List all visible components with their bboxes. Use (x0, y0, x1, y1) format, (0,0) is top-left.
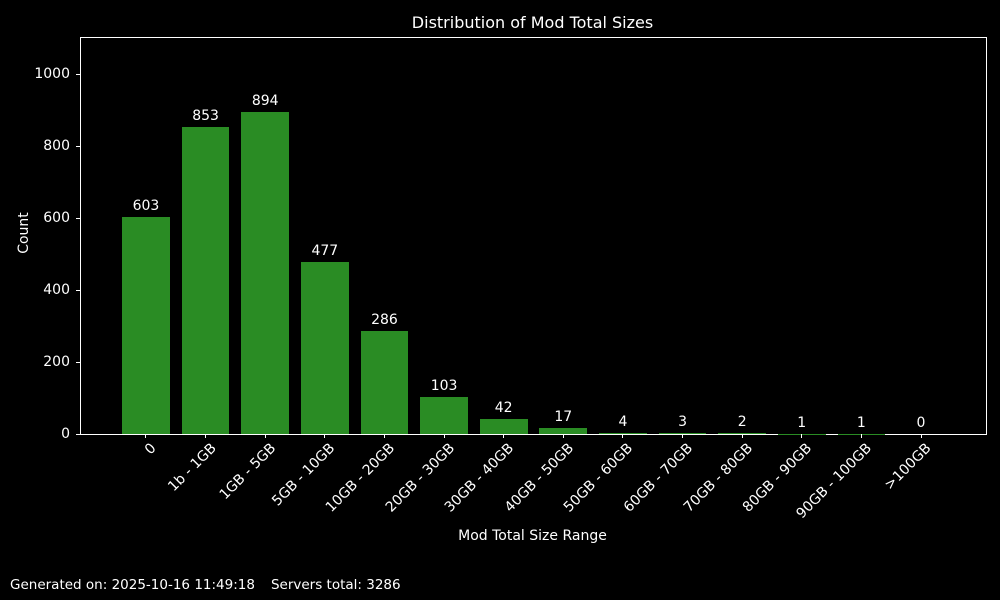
bar-value-label: 603 (132, 197, 160, 214)
x-tick-mark (324, 434, 326, 438)
x-tick-label: 0 (141, 440, 160, 458)
x-tick-mark (562, 434, 564, 438)
x-tick-mark (801, 434, 803, 438)
x-tick-mark (682, 434, 684, 438)
bar-value-label: 2 (737, 414, 747, 431)
bar (360, 331, 409, 434)
bar-value-label: 1 (856, 414, 866, 431)
plot-area: 0 200 400 600 800 1000 603 0 853 1b - 1GB 894 1GB -… (34, 37, 987, 522)
bar (658, 432, 707, 434)
bar-value-label: 894 (251, 93, 279, 110)
bar (241, 112, 290, 434)
bar-value-label: 0 (916, 415, 926, 431)
x-tick-mark (145, 434, 147, 438)
x-tick-label: 1b - 1GB (164, 440, 220, 495)
y-tick-mark (76, 217, 81, 219)
y-tick-mark (76, 361, 81, 363)
bar (300, 262, 349, 434)
bar (181, 126, 230, 434)
y-tick-label: 0 (61, 426, 70, 442)
y-axis-label: Count (16, 212, 32, 254)
bar (420, 396, 468, 434)
bar-value-label: 477 (311, 243, 339, 260)
bar (122, 216, 170, 434)
bar-value-label: 17 (554, 408, 573, 425)
y-tick-mark (76, 145, 81, 147)
bar (539, 427, 588, 434)
y-tick-label: 400 (43, 282, 70, 298)
x-tick-mark (503, 434, 505, 438)
x-tick-mark (741, 434, 743, 438)
servers-total-text: Servers total: 3286 (270, 577, 401, 593)
generated-on-text: Generated on: 2025-10-16 11:49:18 (10, 577, 255, 593)
y-tick-label: 600 (43, 210, 70, 226)
x-tick-mark (920, 434, 922, 438)
bar-value-label: 4 (618, 413, 628, 430)
x-tick-mark (383, 434, 385, 438)
y-tick-mark (76, 289, 81, 291)
bar-value-label: 1 (797, 414, 807, 431)
bar-value-label: 103 (430, 377, 458, 394)
x-tick-mark (205, 434, 207, 438)
y-tick-label: 1000 (34, 66, 70, 82)
bar-value-label: 853 (192, 107, 219, 124)
bar-value-label: 286 (371, 312, 398, 329)
bar (718, 433, 766, 434)
bar (599, 432, 647, 434)
x-tick-mark (443, 434, 445, 438)
x-tick-label: >100GB (881, 440, 935, 494)
x-axis-label: Mod Total Size Range (458, 528, 607, 544)
x-tick-mark (264, 434, 266, 438)
y-tick-label: 200 (43, 354, 70, 370)
bar-value-label: 42 (494, 399, 513, 416)
x-tick-mark (622, 434, 624, 438)
bar-value-label: 3 (678, 413, 687, 430)
x-tick-mark (860, 434, 862, 438)
y-tick-mark (76, 73, 81, 75)
bar (479, 418, 528, 434)
chart-title: Distribution of Mod Total Sizes (411, 13, 654, 32)
x-tick-label: 1GB - 5GB (216, 440, 279, 504)
footer: Generated on: 2025-10-16 11:49:18 Servers… (10, 577, 401, 593)
y-tick-mark (76, 433, 81, 435)
y-tick-label: 800 (43, 138, 70, 154)
